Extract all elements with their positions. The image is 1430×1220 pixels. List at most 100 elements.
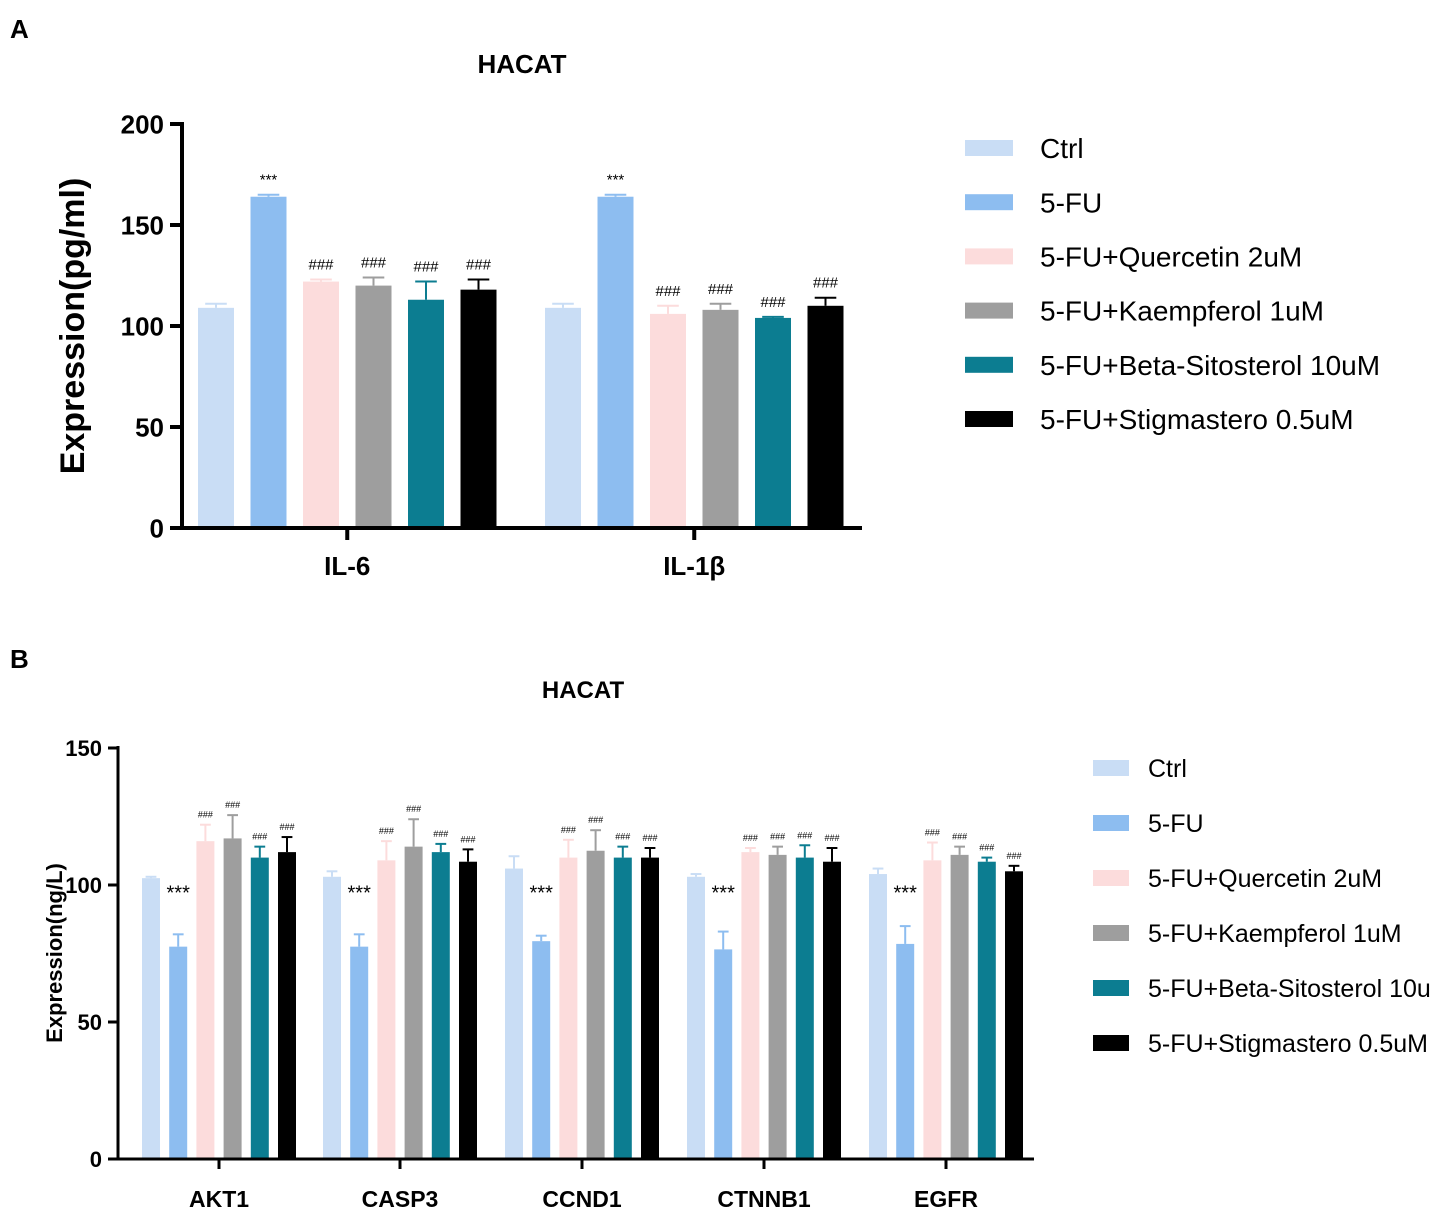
panel-letter-a: A — [10, 14, 29, 44]
y-axis-label: Expression(pg/ml) — [54, 178, 92, 475]
legend-label-5-fu-beta-sitosterol-10um: 5-FU+Beta-Sitosterol 10uM — [1148, 975, 1430, 1003]
legend-label-5-fu-kaempferol-1um: 5-FU+Kaempferol 1uM — [1040, 296, 1324, 327]
x-tick-label-ctnnb1: CTNNB1 — [717, 1186, 810, 1212]
significance-mark-5-fu-casp3: *** — [348, 883, 372, 905]
legend-swatch-5-fu — [965, 194, 1013, 211]
legend-swatch-5-fu-stigmastero-0-5um — [1093, 1035, 1129, 1051]
bar-5-fu-il-6 — [250, 196, 287, 528]
panel-a: A HACAT Expression(pg/ml) *** *** ### ### ### #… — [0, 0, 1430, 600]
legend-label-5-fu-beta-sitosterol-10um: 5-FU+Beta-Sitosterol 10uM — [1040, 350, 1380, 381]
bar-5-fu-quercetin-2um-ctnnb1 — [741, 852, 760, 1159]
significance-mark-5-fu-kaempferol-1um-akt1: ### — [225, 800, 240, 810]
bar-5-fu-beta-sitosterol-10um-il-1 — [755, 317, 791, 528]
significance-mark-5-fu-quercetin-2um-casp3: ### — [379, 826, 394, 836]
significance-mark-5-fu-beta-sitosterol-10um-il-1: ### — [760, 294, 786, 311]
significance-mark-5-fu-stigmastero-0-5um-akt1: ### — [279, 822, 294, 832]
x-tick-label-ccnd1: CCND1 — [542, 1186, 621, 1212]
legend-label-5-fu: 5-FU — [1148, 810, 1204, 838]
bar-5-fu-stigmastero-0-5um-akt1 — [278, 852, 296, 1159]
significance-mark-5-fu-beta-sitosterol-10um-ccnd1: ### — [615, 832, 630, 842]
bar-5-fu-quercetin-2um-akt1 — [196, 841, 215, 1159]
x-tick-label-il-6: IL-6 — [324, 551, 370, 581]
bar-5-fu-quercetin-2um-il-1 — [650, 313, 686, 528]
significance-mark-5-fu-quercetin-2um-il-6: ### — [308, 257, 334, 274]
bar-5-fu-beta-sitosterol-10um-ctnnb1 — [795, 857, 814, 1159]
bar-5-fu-casp3 — [350, 946, 369, 1159]
x-tick-label-egfr: EGFR — [914, 1186, 978, 1212]
significance-mark-5-fu-kaempferol-1um-ctnnb1: ### — [770, 832, 785, 842]
bar-ctrl-ccnd1 — [505, 868, 523, 1159]
bar-5-fu-beta-sitosterol-10um-casp3 — [431, 852, 450, 1159]
legend-label-5-fu: 5-FU — [1040, 187, 1102, 218]
bar-5-fu-beta-sitosterol-10um-il-6 — [408, 299, 444, 528]
significance-mark-5-fu-quercetin-2um-akt1: ### — [198, 810, 213, 820]
significance-mark-5-fu-stigmastero-0-5um-casp3: ### — [460, 834, 475, 844]
significance-mark-5-fu-quercetin-2um-il-1: ### — [655, 283, 681, 300]
legend-swatch-5-fu — [1093, 815, 1129, 831]
significance-mark-5-fu-quercetin-2um-ctnnb1: ### — [743, 833, 758, 843]
significance-mark-5-fu-il-1: *** — [607, 172, 625, 189]
significance-mark-5-fu-ctnnb1: *** — [712, 883, 736, 905]
bar-5-fu-quercetin-2um-egfr — [923, 860, 942, 1159]
panel-letter-b: B — [10, 644, 29, 674]
significance-mark-5-fu-quercetin-2um-egfr: ### — [925, 828, 940, 838]
bar-5-fu-quercetin-2um-il-6 — [303, 281, 339, 528]
bar-5-fu-beta-sitosterol-10um-egfr — [977, 861, 996, 1159]
bar-5-fu-stigmastero-0-5um-ctnnb1 — [823, 861, 841, 1159]
bar-5-fu-akt1 — [169, 946, 188, 1159]
legend-label-ctrl: Ctrl — [1040, 133, 1084, 164]
significance-mark-5-fu-beta-sitosterol-10um-ctnnb1: ### — [797, 830, 812, 840]
significance-mark-5-fu-beta-sitosterol-10um-il-6: ### — [413, 259, 439, 276]
chart-b: HACAT Expression(ng/L) *** *** *** *** *** ### #… — [42, 677, 1430, 1212]
y-tick-label: 50 — [135, 412, 164, 442]
significance-mark-5-fu-quercetin-2um-ccnd1: ### — [561, 825, 576, 835]
y-tick-label: 200 — [121, 109, 164, 139]
bar-5-fu-egfr — [896, 943, 915, 1159]
y-tick-label: 100 — [65, 873, 102, 898]
legend-label-ctrl: Ctrl — [1148, 755, 1187, 783]
bar-5-fu-quercetin-2um-ccnd1 — [559, 857, 578, 1159]
bar-5-fu-stigmastero-0-5um-ccnd1 — [641, 857, 659, 1159]
bar-ctrl-il-1 — [545, 307, 581, 528]
x-tick-label-il-1: IL-1β — [663, 551, 725, 581]
bar-5-fu-kaempferol-1um-egfr — [950, 854, 969, 1159]
significance-mark-5-fu-kaempferol-1um-ccnd1: ### — [588, 815, 603, 825]
chart-title: HACAT — [477, 49, 566, 79]
bar-ctrl-ctnnb1 — [687, 876, 705, 1159]
significance-mark-5-fu-stigmastero-0-5um-ctnnb1: ### — [824, 833, 839, 843]
bar-5-fu-stigmastero-0-5um-il-1 — [807, 305, 844, 528]
bar-5-fu-beta-sitosterol-10um-akt1 — [250, 857, 269, 1159]
significance-mark-5-fu-stigmastero-0-5um-il-6: ### — [466, 257, 492, 274]
bar-ctrl-egfr — [869, 874, 887, 1159]
significance-mark-5-fu-il-6: *** — [260, 172, 278, 189]
x-tick-label-casp3: CASP3 — [362, 1186, 439, 1212]
significance-mark-5-fu-egfr: *** — [894, 883, 918, 905]
legend-label-5-fu-kaempferol-1um: 5-FU+Kaempferol 1uM — [1148, 920, 1402, 948]
legend-label-5-fu-stigmastero-0-5um: 5-FU+Stigmastero 0.5uM — [1040, 404, 1354, 435]
legend-label-5-fu-stigmastero-0-5um: 5-FU+Stigmastero 0.5uM — [1148, 1030, 1428, 1058]
y-tick-label: 150 — [65, 736, 102, 761]
panel-b: B HACAT Expression(ng/L) *** *** *** *** *** ##… — [0, 600, 1430, 1215]
bar-5-fu-ctnnb1 — [714, 949, 733, 1159]
bar-ctrl-il-6 — [198, 307, 234, 528]
y-tick-label: 100 — [121, 311, 164, 341]
legend-label-5-fu-quercetin-2um: 5-FU+Quercetin 2uM — [1148, 865, 1382, 893]
legend-swatch-ctrl — [1093, 760, 1129, 776]
y-axis-label: Expression(ng/L) — [42, 863, 67, 1043]
chart-a: HACAT Expression(pg/ml) *** *** ### ### ### ###… — [54, 49, 1380, 581]
legend-swatch-5-fu-beta-sitosterol-10um — [965, 356, 1013, 373]
legend-swatch-5-fu-quercetin-2um — [1093, 870, 1129, 886]
bar-5-fu-il-1 — [597, 196, 634, 528]
significance-mark-5-fu-beta-sitosterol-10um-casp3: ### — [433, 829, 448, 839]
bar-5-fu-kaempferol-1um-ccnd1 — [586, 850, 605, 1159]
significance-mark-5-fu-kaempferol-1um-il-1: ### — [708, 281, 734, 298]
y-tick-label: 50 — [78, 1010, 102, 1035]
bar-5-fu-kaempferol-1um-akt1 — [223, 838, 242, 1159]
significance-mark-5-fu-kaempferol-1um-casp3: ### — [406, 804, 421, 814]
bar-5-fu-kaempferol-1um-il-6 — [355, 285, 392, 528]
bar-5-fu-quercetin-2um-casp3 — [377, 860, 396, 1159]
significance-mark-5-fu-stigmastero-0-5um-il-1: ### — [813, 275, 839, 292]
y-tick-label: 0 — [150, 513, 164, 543]
bar-5-fu-kaempferol-1um-ctnnb1 — [768, 854, 787, 1159]
significance-mark-5-fu-kaempferol-1um-egfr: ### — [952, 832, 967, 842]
